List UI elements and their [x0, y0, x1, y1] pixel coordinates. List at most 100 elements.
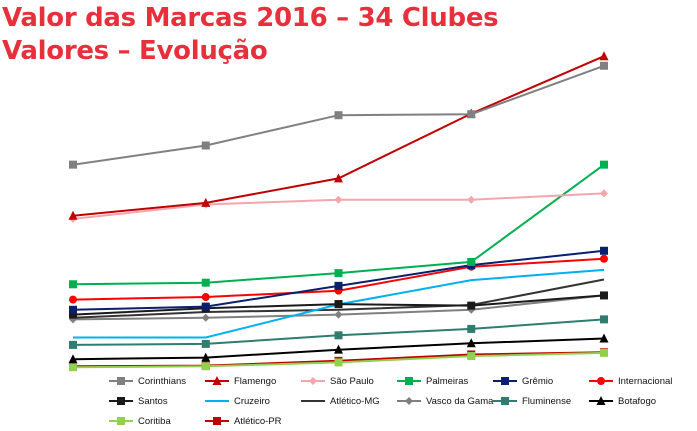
data-point-gremio-2012 — [201, 302, 210, 311]
legend-item-atletico-mg: Atlético-MG — [300, 396, 396, 407]
data-point-botafogo-2015 — [599, 333, 609, 343]
data-point-vasco-da-gama-2013 — [334, 310, 343, 319]
data-point-sao-paulo-2014 — [467, 195, 476, 204]
data-point-corinthians-2015 — [600, 61, 608, 70]
data-point-palmeiras-2011 — [69, 280, 77, 289]
legend-item-atletico-pr: Atlético-PR — [204, 416, 300, 427]
series-line-atletico-mg — [72, 278, 605, 319]
legend-swatch — [397, 397, 421, 405]
data-point-palmeiras-2013 — [334, 269, 343, 278]
data-point-corinthians-2012 — [201, 141, 210, 150]
legend-swatch — [109, 397, 133, 405]
legend-label: Flamengo — [234, 375, 277, 387]
legend-item-fluminense: Fluminense — [492, 396, 588, 407]
data-point-internacional-2011 — [69, 295, 77, 304]
data-point-sao-paulo-2013 — [334, 195, 343, 204]
data-point-fluminense-2014 — [467, 324, 476, 333]
data-point-santos-2014 — [467, 301, 476, 310]
data-point-gremio-2013 — [334, 281, 343, 290]
legend-label: Coritiba — [138, 415, 171, 427]
legend-swatch — [205, 376, 229, 385]
chart-title: Valor das Marcas 2016 – 34 Clubes — [2, 3, 499, 33]
data-point-palmeiras-2014 — [467, 257, 476, 266]
data-point-santos-2013 — [334, 300, 343, 309]
series-line-flamengo — [72, 55, 605, 217]
series-sao-paulo — [69, 189, 608, 223]
legend-item-cruzeiro: Cruzeiro — [204, 396, 300, 407]
legend-swatch — [109, 417, 133, 425]
legend-swatch — [205, 417, 229, 425]
data-point-botafogo-2014 — [466, 338, 476, 348]
data-point-fluminense-2015 — [600, 315, 608, 324]
data-point-fluminense-2012 — [201, 339, 210, 348]
legend-row: Corinthians Flamengo São Paulo Palmeiras Grê… — [108, 371, 697, 391]
legend-marker — [597, 377, 605, 385]
legend-swatch — [205, 400, 229, 402]
legend-swatch — [301, 400, 325, 402]
data-point-internacional-2012 — [201, 293, 210, 302]
legend-marker — [596, 396, 606, 405]
legend-swatch — [589, 377, 613, 385]
series-flamengo — [68, 51, 609, 220]
legend-label: Internacional — [618, 375, 673, 387]
data-point-coritiba-2014 — [467, 352, 476, 361]
legend-item-coritiba: Coritiba — [108, 416, 204, 427]
legend-marker — [213, 417, 221, 425]
data-point-palmeiras-2012 — [201, 278, 210, 287]
legend-item-santos: Santos — [108, 396, 204, 407]
data-point-flamengo-2012 — [201, 197, 211, 207]
legend-swatch — [301, 377, 325, 385]
legend-marker — [117, 377, 125, 385]
legend-label: Cruzeiro — [234, 395, 270, 407]
data-point-santos-2011 — [69, 310, 77, 319]
series-internacional — [69, 254, 608, 304]
legend-marker — [405, 397, 413, 405]
legend-label: São Paulo — [330, 375, 374, 387]
data-point-gremio-2011 — [69, 305, 77, 314]
legend-label: Botafogo — [618, 395, 657, 407]
legend-marker — [501, 397, 509, 405]
series-palmeiras — [69, 160, 608, 289]
series-fluminense — [69, 315, 608, 349]
data-point-fluminense-2013 — [334, 331, 343, 340]
legend-item-internacional: Internacional — [588, 376, 684, 387]
data-point-corinthians-2014 — [467, 110, 476, 119]
legend-marker — [309, 377, 317, 385]
legend-swatch — [109, 377, 133, 385]
data-point-fluminense-2011 — [69, 340, 77, 349]
series-atletico-mg — [72, 278, 605, 319]
data-point-palmeiras-2015 — [600, 160, 608, 169]
legend-marker — [501, 377, 509, 385]
data-point-coritiba-2012 — [201, 362, 210, 371]
legend-marker — [117, 417, 125, 425]
data-point-vasco-da-gama-2012 — [201, 313, 210, 322]
legend-label: Vasco da Gama — [426, 395, 494, 407]
series-line-palmeiras — [72, 163, 605, 286]
legend-item-botafogo: Botafogo — [588, 396, 684, 407]
data-point-gremio-2015 — [600, 246, 608, 255]
data-point-corinthians-2013 — [334, 111, 343, 120]
data-point-internacional-2015 — [600, 254, 608, 263]
legend-row: Coritiba Atlético-PR — [108, 411, 697, 431]
legend-item-flamengo: Flamengo — [204, 376, 300, 387]
data-point-botafogo-2011 — [68, 354, 78, 364]
legend-label: Palmeiras — [426, 375, 469, 387]
legend-swatch — [589, 396, 613, 405]
legend-label: Atlético-PR — [234, 415, 282, 427]
data-point-santos-2015 — [600, 291, 608, 300]
legend-marker — [212, 376, 222, 385]
legend-label: Fluminense — [522, 395, 572, 407]
data-point-flamengo-2013 — [334, 173, 343, 183]
data-point-sao-paulo-2015 — [600, 189, 608, 198]
data-point-flamengo-2011 — [68, 210, 78, 220]
legend-label: Corinthians — [138, 375, 187, 387]
legend-item-corinthians: Corinthians — [108, 376, 204, 387]
chart-subtitle: Valores – Evolução — [2, 36, 268, 66]
line-chart — [68, 51, 609, 372]
data-point-coritiba-2011 — [69, 363, 77, 372]
data-point-flamengo-2015 — [599, 51, 609, 61]
legend-item-palmeiras: Palmeiras — [396, 376, 492, 387]
legend-item-sao-paulo: São Paulo — [300, 376, 396, 387]
series-corinthians — [69, 61, 608, 169]
legend-marker — [117, 397, 125, 405]
